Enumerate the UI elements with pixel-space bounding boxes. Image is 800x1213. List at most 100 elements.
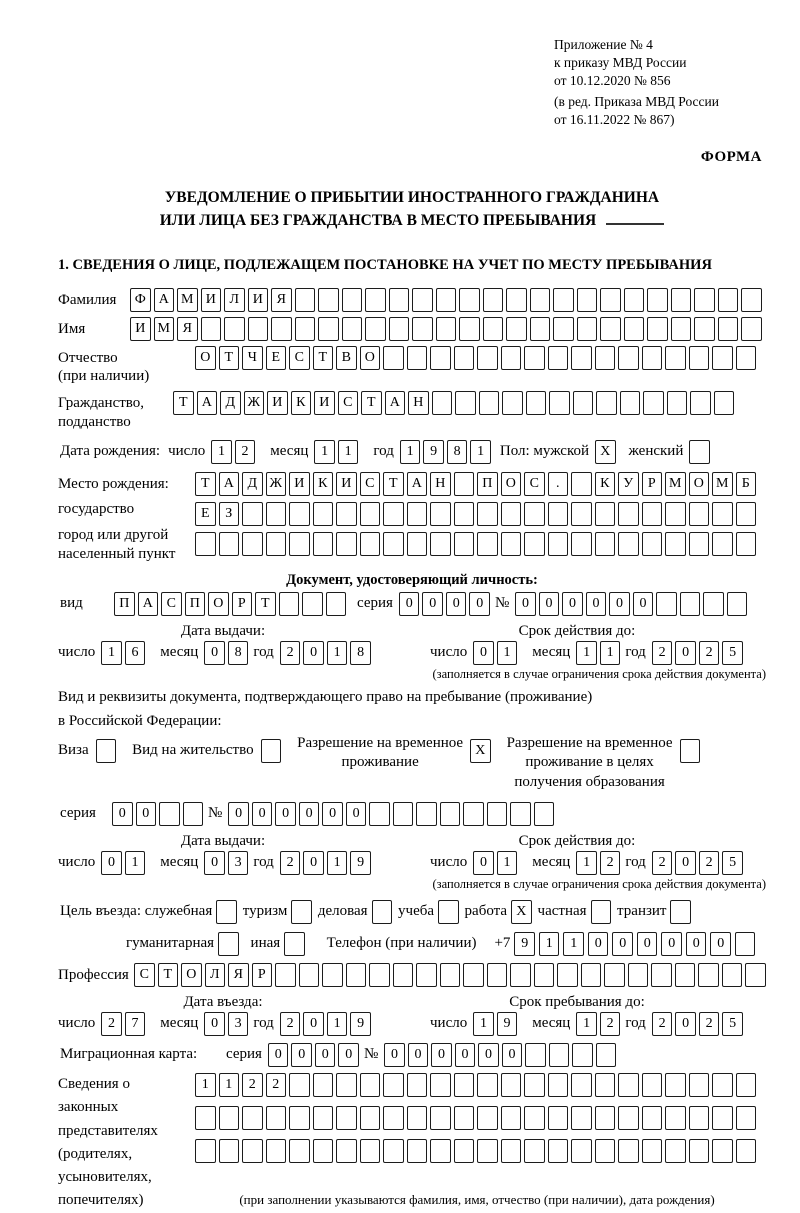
form-cell[interactable] xyxy=(651,963,672,988)
form-cell[interactable]: О xyxy=(500,471,521,496)
form-cell[interactable]: Л xyxy=(204,963,225,988)
form-cell[interactable] xyxy=(477,1106,498,1131)
form-cell[interactable]: 0 xyxy=(538,591,560,616)
form-cell[interactable]: 0 xyxy=(585,591,607,616)
form-cell[interactable]: Р xyxy=(641,471,662,496)
form-cell[interactable] xyxy=(712,531,733,556)
form-cell[interactable]: 9 xyxy=(423,439,444,464)
form-cell[interactable] xyxy=(665,1073,686,1098)
form-cell[interactable]: Н xyxy=(430,471,451,496)
form-cell[interactable] xyxy=(600,287,621,312)
form-cell[interactable] xyxy=(289,1139,310,1164)
form-cell[interactable] xyxy=(416,802,437,827)
form-cell[interactable]: 2 xyxy=(279,640,301,665)
form-cell[interactable]: М xyxy=(177,287,198,312)
form-cell[interactable]: К xyxy=(290,391,311,416)
form-cell[interactable] xyxy=(741,287,762,312)
form-cell[interactable]: 1 xyxy=(473,1012,494,1037)
form-cell[interactable] xyxy=(459,316,480,341)
form-cell[interactable] xyxy=(525,391,546,416)
form-cell[interactable]: Н xyxy=(408,391,429,416)
form-cell[interactable] xyxy=(284,932,305,957)
form-cell[interactable] xyxy=(600,316,621,341)
form-cell[interactable]: 9 xyxy=(350,851,371,876)
form-cell[interactable] xyxy=(388,287,409,312)
form-cell[interactable] xyxy=(524,1139,545,1164)
form-cell[interactable] xyxy=(510,802,531,827)
form-cell[interactable] xyxy=(665,1139,686,1164)
form-cell[interactable] xyxy=(383,531,404,556)
form-cell[interactable] xyxy=(735,1106,756,1131)
form-cell[interactable]: 3 xyxy=(227,1012,249,1037)
form-cell[interactable] xyxy=(430,531,451,556)
form-cell[interactable] xyxy=(623,287,644,312)
form-cell[interactable]: П xyxy=(184,591,205,616)
form-cell[interactable] xyxy=(571,501,592,526)
form-cell[interactable] xyxy=(224,316,245,341)
form-cell[interactable] xyxy=(571,471,592,496)
form-cell[interactable] xyxy=(594,1073,615,1098)
form-cell[interactable]: А xyxy=(384,391,405,416)
form-cell[interactable]: И xyxy=(314,391,335,416)
form-cell[interactable] xyxy=(336,1139,357,1164)
form-cell[interactable] xyxy=(242,1106,263,1131)
form-cell[interactable] xyxy=(670,316,691,341)
form-cell[interactable]: 1 xyxy=(576,851,597,876)
form-cell[interactable] xyxy=(553,287,574,312)
form-cell[interactable] xyxy=(506,287,527,312)
form-cell[interactable]: З xyxy=(218,501,239,526)
form-cell[interactable] xyxy=(745,963,766,988)
form-cell[interactable] xyxy=(688,531,709,556)
form-cell[interactable] xyxy=(734,932,756,957)
form-cell[interactable] xyxy=(260,738,282,763)
form-cell[interactable] xyxy=(594,1139,615,1164)
form-cell[interactable] xyxy=(594,531,615,556)
form-cell[interactable]: 2 xyxy=(265,1073,286,1098)
form-cell[interactable]: И xyxy=(289,471,310,496)
form-cell[interactable]: 1 xyxy=(211,439,232,464)
form-cell[interactable]: 0 xyxy=(204,640,225,665)
form-cell[interactable]: 2 xyxy=(234,439,256,464)
form-cell[interactable] xyxy=(242,531,263,556)
form-cell[interactable]: 2 xyxy=(242,1073,263,1098)
form-cell[interactable] xyxy=(688,345,709,370)
form-cell[interactable] xyxy=(95,738,117,763)
form-cell[interactable] xyxy=(406,501,427,526)
form-cell[interactable] xyxy=(406,1073,427,1098)
form-cell[interactable] xyxy=(618,501,639,526)
form-cell[interactable]: С xyxy=(359,471,380,496)
form-cell[interactable]: 2 xyxy=(698,1012,720,1037)
form-cell[interactable] xyxy=(406,1106,427,1131)
form-cell[interactable]: 0 xyxy=(322,802,343,827)
form-cell[interactable] xyxy=(572,391,593,416)
form-cell[interactable] xyxy=(679,591,701,616)
form-cell[interactable] xyxy=(359,1106,380,1131)
form-cell[interactable] xyxy=(438,900,459,925)
form-cell[interactable] xyxy=(430,501,451,526)
form-cell[interactable] xyxy=(665,1106,686,1131)
form-cell[interactable] xyxy=(670,900,691,925)
form-cell[interactable] xyxy=(453,345,474,370)
form-cell[interactable] xyxy=(302,591,323,616)
form-cell[interactable] xyxy=(453,1139,474,1164)
form-cell[interactable] xyxy=(383,501,404,526)
form-cell[interactable] xyxy=(477,531,498,556)
form-cell[interactable] xyxy=(703,591,724,616)
form-cell[interactable]: 0 xyxy=(228,802,249,827)
form-cell[interactable] xyxy=(336,1073,357,1098)
form-cell[interactable] xyxy=(218,531,239,556)
form-cell[interactable]: 0 xyxy=(431,1043,452,1068)
form-cell[interactable]: С xyxy=(134,963,155,988)
form-cell[interactable] xyxy=(549,391,570,416)
form-cell[interactable] xyxy=(713,391,734,416)
form-cell[interactable] xyxy=(679,738,701,763)
form-cell[interactable] xyxy=(463,963,484,988)
form-cell[interactable] xyxy=(289,531,310,556)
form-cell[interactable]: 0 xyxy=(675,640,696,665)
form-cell[interactable]: Ж xyxy=(265,471,286,496)
form-cell[interactable]: 2 xyxy=(651,851,673,876)
form-cell[interactable]: 0 xyxy=(501,1043,523,1068)
form-cell[interactable]: Ч xyxy=(242,345,263,370)
form-cell[interactable]: 0 xyxy=(473,851,494,876)
form-cell[interactable] xyxy=(618,1073,639,1098)
